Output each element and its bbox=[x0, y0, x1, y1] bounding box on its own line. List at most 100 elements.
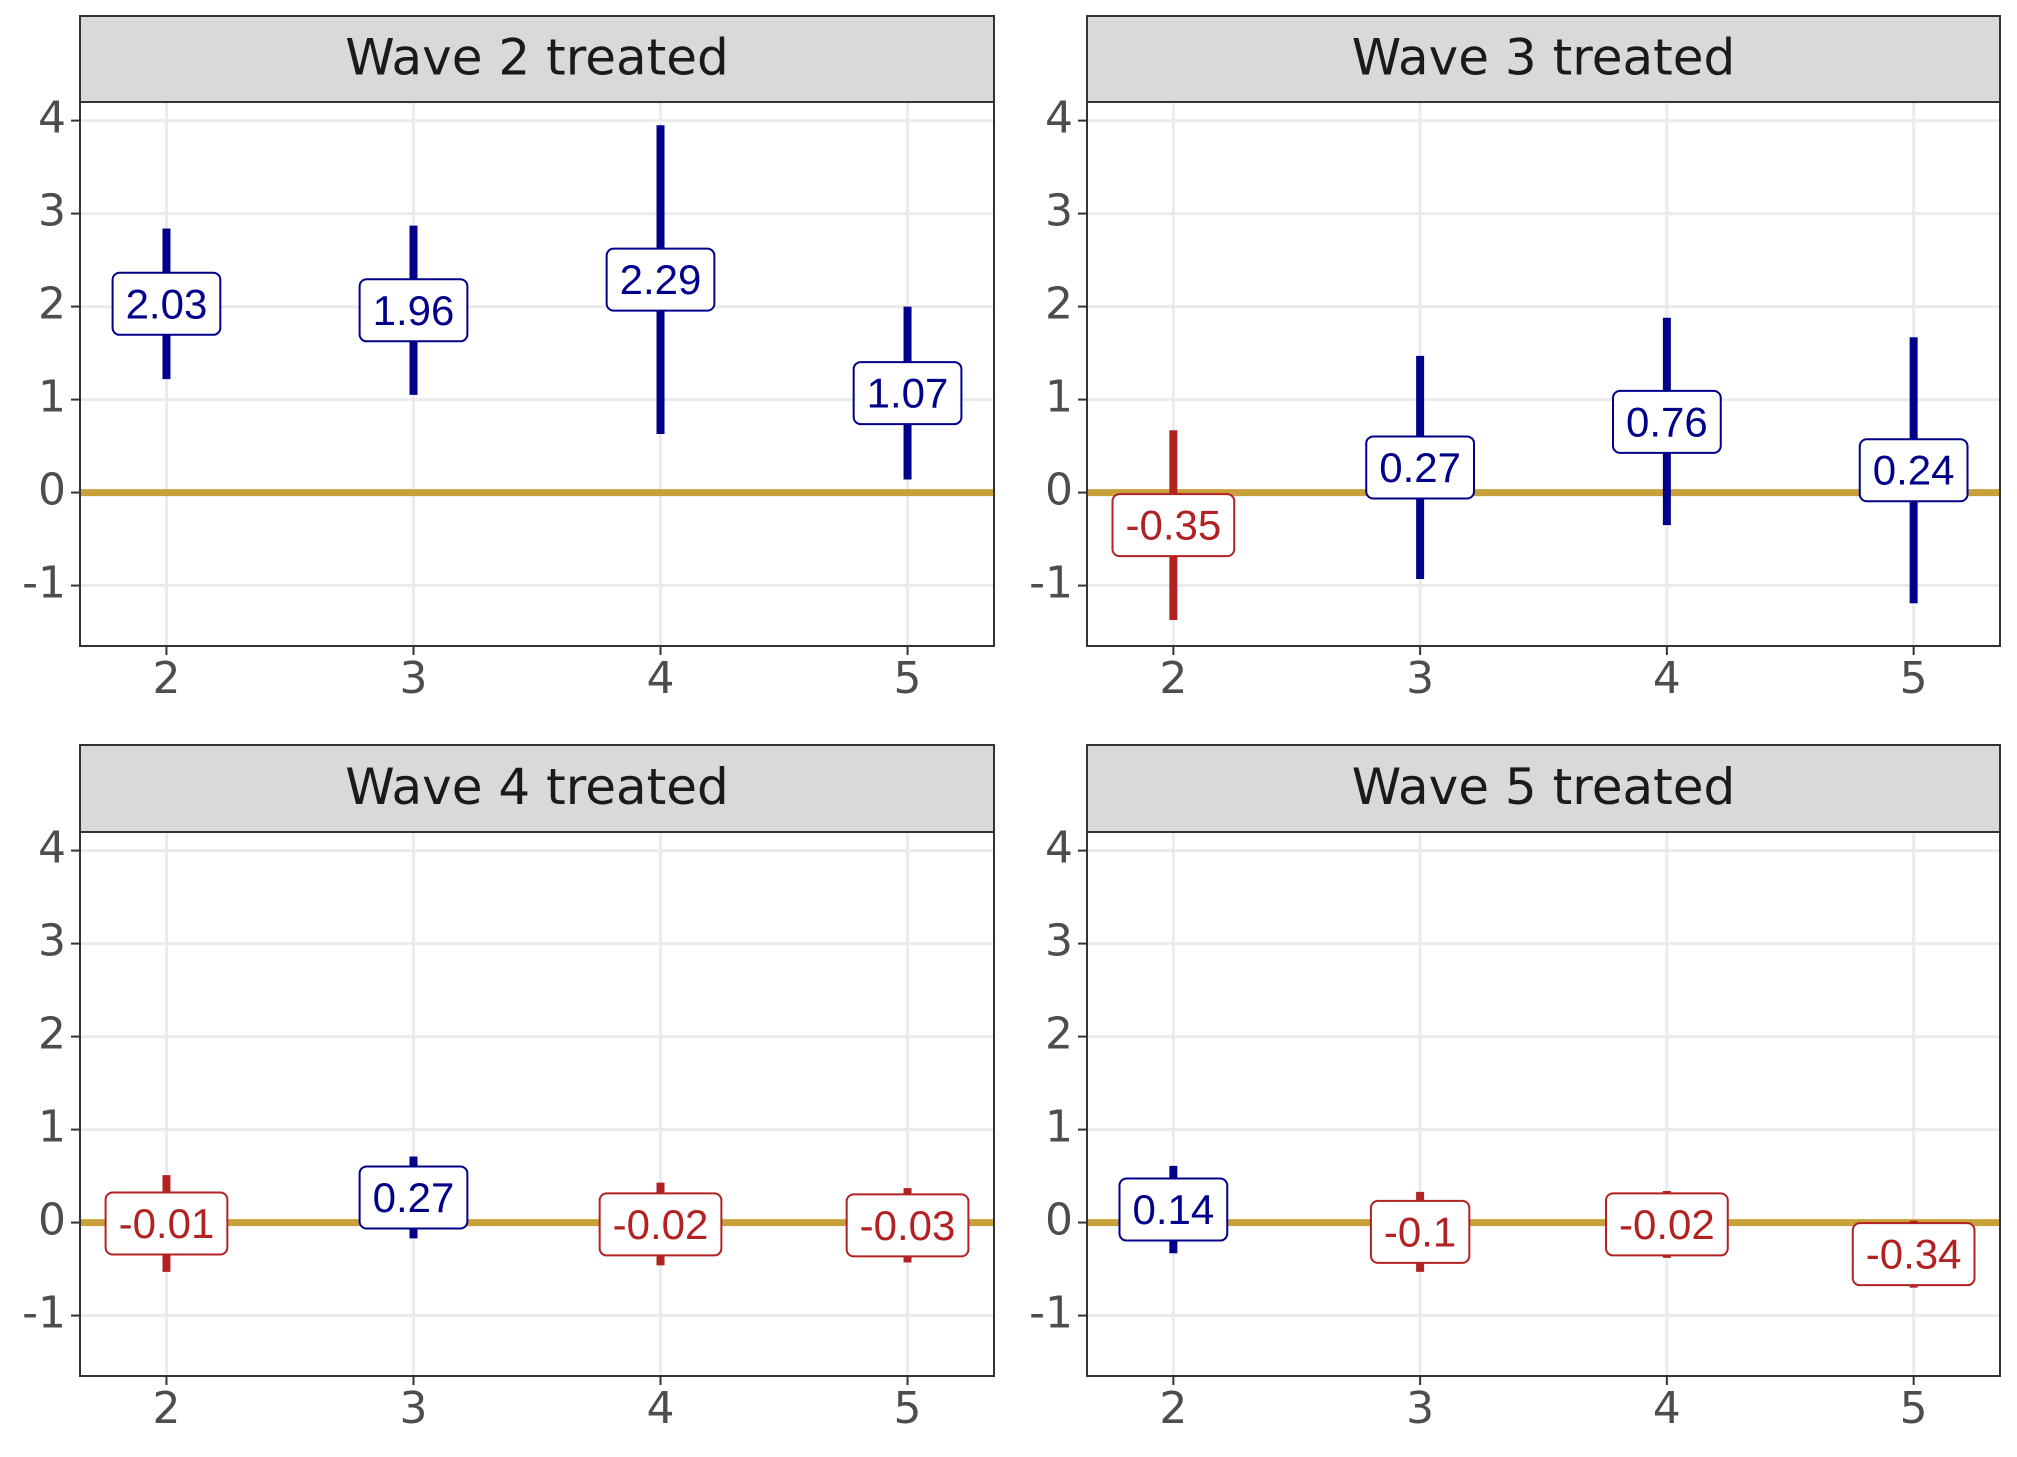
y-tick-label: 1 bbox=[1045, 372, 1073, 423]
facet-strip bbox=[79, 744, 995, 833]
x-tick-label: 4 bbox=[1653, 1383, 1681, 1434]
facet-strip bbox=[1086, 15, 2001, 103]
y-tick-label: 2 bbox=[38, 279, 66, 330]
y-tick-label: 4 bbox=[1045, 93, 1073, 144]
estimate-label: 2.29 bbox=[605, 247, 716, 312]
facet-title: Wave 4 treated bbox=[345, 758, 728, 816]
y-tick-label: 1 bbox=[38, 372, 66, 423]
x-tick-label: 2 bbox=[1159, 653, 1187, 704]
estimate-label-box bbox=[1365, 435, 1475, 500]
y-tick-label: 3 bbox=[38, 916, 66, 967]
y-tick-label: 3 bbox=[1045, 186, 1073, 237]
estimate-label-text: -0.1 bbox=[1384, 1208, 1456, 1255]
y-tick-label: 3 bbox=[38, 186, 66, 237]
y-tick-label: 4 bbox=[1045, 823, 1073, 874]
panel-1: Wave 2 treated -1 0 1 2 3 4 2 3 4 5 2.03 1.96 2.29 1.0… bbox=[22, 15, 995, 704]
estimate-label-box bbox=[1851, 1222, 1976, 1287]
estimate-label: -0.35 bbox=[1111, 493, 1236, 558]
estimate-label: -0.01 bbox=[104, 1191, 229, 1256]
estimate-label-box bbox=[358, 278, 469, 343]
x-tick-label: 2 bbox=[152, 1383, 180, 1434]
estimate-label: 1.96 bbox=[358, 278, 469, 343]
estimate-label-text: 0.27 bbox=[373, 1174, 455, 1221]
facet-strip bbox=[79, 15, 995, 103]
y-tick-label: 0 bbox=[1045, 465, 1073, 516]
estimate-label-box bbox=[1612, 389, 1722, 454]
panel-border bbox=[1086, 831, 2001, 1377]
y-tick-label: 2 bbox=[1045, 279, 1073, 330]
estimate-label: 0.27 bbox=[1365, 435, 1475, 500]
estimate-label-text: 2.03 bbox=[126, 280, 208, 327]
facet-strip bbox=[1086, 744, 2001, 833]
estimate-label-box bbox=[1369, 1199, 1471, 1264]
estimate-label-text: 0.76 bbox=[1626, 398, 1708, 445]
x-tick-label: 2 bbox=[1159, 1383, 1187, 1434]
plot-background bbox=[80, 832, 994, 1376]
x-tick-label: 3 bbox=[399, 1383, 427, 1434]
y-tick-label: 0 bbox=[1045, 1195, 1073, 1246]
estimate-label: 2.03 bbox=[111, 271, 222, 336]
facet-title: Wave 2 treated bbox=[345, 29, 728, 87]
estimate-label-text: 0.24 bbox=[1873, 447, 1955, 494]
panel-border bbox=[1086, 101, 2001, 647]
estimate-label: -0.34 bbox=[1851, 1222, 1976, 1287]
facet-title: Wave 3 treated bbox=[1352, 29, 1735, 87]
estimate-label-box bbox=[358, 1165, 469, 1230]
estimate-label-box bbox=[1118, 1177, 1229, 1242]
estimate-label: 0.76 bbox=[1612, 389, 1722, 454]
y-tick-label: -1 bbox=[1029, 1288, 1073, 1339]
x-tick-label: 5 bbox=[894, 1383, 922, 1434]
y-tick-label: 4 bbox=[38, 823, 66, 874]
panel-4: Wave 5 treated -1 0 1 2 3 4 2 3 4 5 0.14 -0.1 -0.02 -0… bbox=[1029, 744, 2001, 1434]
y-tick-label: -1 bbox=[22, 1288, 66, 1339]
y-tick-label: -1 bbox=[1029, 558, 1073, 609]
x-tick-label: 3 bbox=[1406, 1383, 1434, 1434]
y-tick-label: 2 bbox=[38, 1009, 66, 1060]
estimate-label-box bbox=[605, 247, 716, 312]
estimate-label: 0.14 bbox=[1118, 1177, 1229, 1242]
estimate-label: 0.27 bbox=[358, 1165, 469, 1230]
estimate-label-box bbox=[1605, 1192, 1729, 1257]
estimate-label-text: 2.29 bbox=[620, 256, 702, 303]
estimate-label: 1.07 bbox=[852, 361, 963, 426]
y-tick-label: -1 bbox=[22, 558, 66, 609]
estimate-label-box bbox=[104, 1191, 229, 1256]
y-tick-label: 3 bbox=[1045, 916, 1073, 967]
estimate-label-text: -0.35 bbox=[1125, 502, 1221, 549]
estimate-label: -0.1 bbox=[1369, 1199, 1471, 1264]
y-tick-label: 1 bbox=[1045, 1102, 1073, 1153]
x-tick-label: 5 bbox=[1900, 1383, 1928, 1434]
y-tick-label: 2 bbox=[1045, 1009, 1073, 1060]
plot-background bbox=[1087, 832, 2000, 1376]
estimate-label: -0.02 bbox=[598, 1192, 723, 1257]
x-tick-label: 5 bbox=[894, 653, 922, 704]
estimate-label: -0.03 bbox=[845, 1193, 970, 1258]
x-tick-label: 2 bbox=[152, 653, 180, 704]
estimate-label-text: 1.96 bbox=[373, 287, 455, 334]
y-tick-label: 1 bbox=[38, 1102, 66, 1153]
y-tick-label: 0 bbox=[38, 465, 66, 516]
plot-background bbox=[80, 102, 994, 646]
x-tick-label: 4 bbox=[1653, 653, 1681, 704]
estimate-label-text: -0.34 bbox=[1866, 1231, 1962, 1278]
estimate-label-box bbox=[1111, 493, 1236, 558]
panel-border bbox=[79, 831, 995, 1377]
plot-background bbox=[1087, 102, 2000, 646]
estimate-label-box bbox=[845, 1193, 970, 1258]
x-tick-label: 4 bbox=[647, 653, 675, 704]
estimate-label-text: -0.02 bbox=[613, 1201, 709, 1248]
facet-title: Wave 5 treated bbox=[1352, 758, 1735, 816]
x-tick-label: 3 bbox=[1406, 653, 1434, 704]
estimate-label-box bbox=[598, 1192, 723, 1257]
estimate-label-text: -0.02 bbox=[1619, 1201, 1715, 1248]
x-tick-label: 5 bbox=[1900, 653, 1928, 704]
estimate-label-box bbox=[111, 271, 222, 336]
x-tick-label: 3 bbox=[399, 653, 427, 704]
estimate-label-text: -0.03 bbox=[860, 1202, 956, 1249]
estimate-label-text: 1.07 bbox=[867, 370, 949, 417]
estimate-label-text: 0.14 bbox=[1132, 1186, 1214, 1233]
panel-3: Wave 4 treated -1 0 1 2 3 4 2 3 4 5 -0.01 0.27 -0.02 -… bbox=[22, 744, 995, 1434]
estimate-label-box bbox=[852, 361, 963, 426]
y-tick-label: 0 bbox=[38, 1195, 66, 1246]
